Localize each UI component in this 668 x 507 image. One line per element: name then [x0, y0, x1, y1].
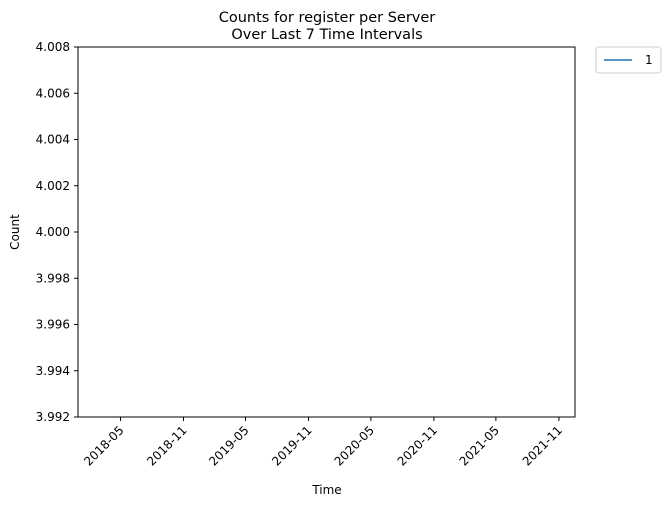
- x-tick-label: 2018-05: [81, 423, 126, 468]
- x-axis-label: Time: [311, 483, 341, 497]
- y-tick-label: 4.008: [36, 40, 70, 54]
- y-tick-label: 4.006: [36, 86, 70, 100]
- chart-subtitle: Over Last 7 Time Intervals: [231, 27, 422, 43]
- plot-area: [77, 46, 576, 418]
- y-tick-label: 4.004: [36, 133, 70, 147]
- x-tick-label: 2020-05: [332, 423, 377, 468]
- legend: 1: [595, 46, 662, 74]
- chart-title: Counts for register per Server: [219, 10, 436, 26]
- y-axis-label: Count: [8, 214, 22, 250]
- y-tick-label: 3.994: [36, 364, 70, 378]
- y-axis: 3.992 3.994 3.996 3.998 4.000 4.002 4.004 4.006…: [36, 40, 78, 424]
- x-tick-label: 2019-11: [269, 423, 314, 468]
- x-tick-label: 2021-05: [457, 423, 502, 468]
- x-axis: 2018-05 2018-11 2019-05 2019-11 2020-05 2020-…: [81, 417, 565, 469]
- y-tick-label: 3.996: [36, 318, 70, 332]
- x-tick-label: 2019-05: [206, 423, 251, 468]
- y-tick-label: 3.998: [36, 271, 70, 285]
- y-tick-label: 3.992: [36, 410, 70, 424]
- x-tick-label: 2020-11: [395, 423, 440, 468]
- x-tick-label: 2018-11: [144, 423, 189, 468]
- x-tick-label: 2021-11: [520, 423, 565, 468]
- y-tick-label: 4.002: [36, 179, 70, 193]
- legend-label: 1: [645, 53, 653, 67]
- y-tick-label: 4.000: [36, 225, 70, 239]
